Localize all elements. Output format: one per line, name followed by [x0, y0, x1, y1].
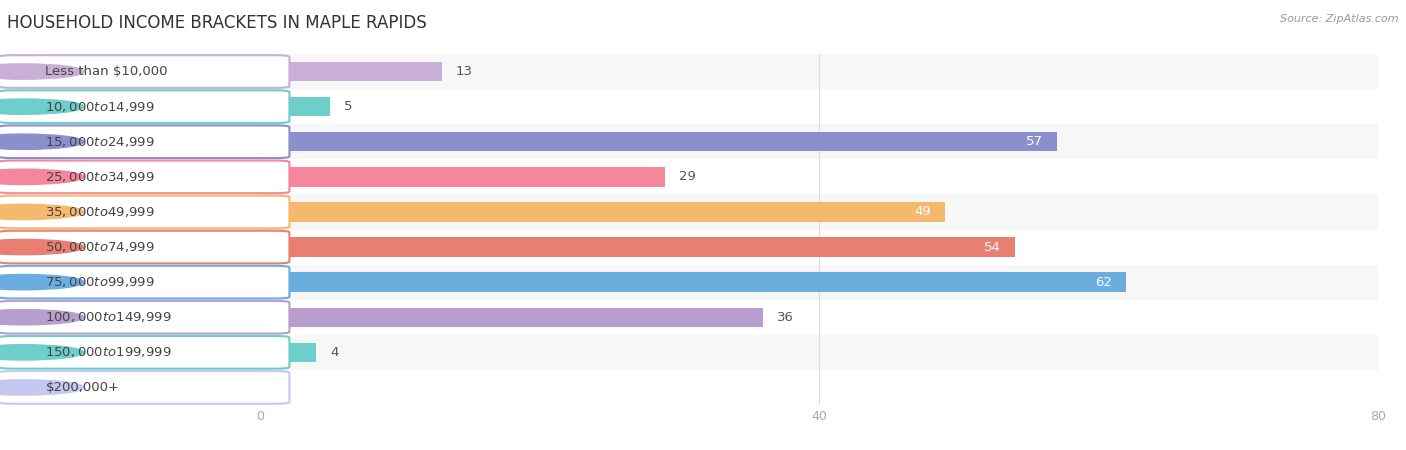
Circle shape [0, 239, 84, 255]
Circle shape [0, 310, 84, 325]
Bar [260, 343, 316, 362]
Text: 49: 49 [914, 206, 931, 218]
Bar [260, 54, 1378, 89]
FancyBboxPatch shape [0, 126, 290, 158]
Text: 5: 5 [344, 100, 353, 113]
Bar [260, 62, 441, 81]
Bar [260, 124, 1378, 159]
Text: 57: 57 [1025, 135, 1043, 148]
Text: $75,000 to $99,999: $75,000 to $99,999 [45, 275, 155, 289]
Bar [260, 370, 1378, 405]
Circle shape [0, 134, 84, 149]
Bar [260, 159, 1378, 194]
Text: 4: 4 [330, 346, 339, 359]
Bar [260, 273, 1126, 292]
FancyBboxPatch shape [0, 55, 290, 88]
Text: $15,000 to $24,999: $15,000 to $24,999 [45, 135, 155, 149]
Circle shape [0, 274, 84, 290]
FancyBboxPatch shape [0, 336, 290, 369]
Circle shape [0, 204, 84, 220]
FancyBboxPatch shape [0, 196, 290, 228]
Text: $200,000+: $200,000+ [45, 381, 120, 394]
Bar [260, 335, 1378, 370]
Text: 29: 29 [679, 171, 696, 183]
Text: 0: 0 [274, 381, 283, 394]
FancyBboxPatch shape [0, 231, 290, 263]
Text: 62: 62 [1095, 276, 1112, 288]
Text: $35,000 to $49,999: $35,000 to $49,999 [45, 205, 155, 219]
Bar [260, 167, 665, 186]
FancyBboxPatch shape [0, 301, 290, 333]
Text: $150,000 to $199,999: $150,000 to $199,999 [45, 345, 172, 360]
Text: $50,000 to $74,999: $50,000 to $74,999 [45, 240, 155, 254]
Circle shape [0, 380, 84, 395]
Bar [260, 230, 1378, 265]
FancyBboxPatch shape [0, 161, 290, 193]
Bar [260, 238, 1015, 256]
Text: Less than $10,000: Less than $10,000 [45, 65, 167, 78]
Bar [260, 308, 763, 327]
Text: $25,000 to $34,999: $25,000 to $34,999 [45, 170, 155, 184]
FancyBboxPatch shape [0, 266, 290, 298]
Text: 54: 54 [984, 241, 1001, 253]
Text: HOUSEHOLD INCOME BRACKETS IN MAPLE RAPIDS: HOUSEHOLD INCOME BRACKETS IN MAPLE RAPID… [7, 14, 427, 32]
Bar [260, 89, 1378, 124]
Text: 13: 13 [456, 65, 472, 78]
Bar [260, 194, 1378, 230]
Bar [260, 300, 1378, 335]
Bar [260, 97, 330, 116]
FancyBboxPatch shape [0, 371, 290, 404]
Bar [260, 202, 945, 221]
Text: $10,000 to $14,999: $10,000 to $14,999 [45, 99, 155, 114]
Text: 36: 36 [778, 311, 794, 324]
FancyBboxPatch shape [0, 90, 290, 123]
Circle shape [0, 345, 84, 360]
Text: $100,000 to $149,999: $100,000 to $149,999 [45, 310, 172, 324]
Text: Source: ZipAtlas.com: Source: ZipAtlas.com [1281, 14, 1399, 23]
Circle shape [0, 169, 84, 184]
Bar [260, 265, 1378, 300]
Circle shape [0, 64, 84, 79]
Circle shape [0, 99, 84, 114]
Bar [260, 132, 1056, 151]
